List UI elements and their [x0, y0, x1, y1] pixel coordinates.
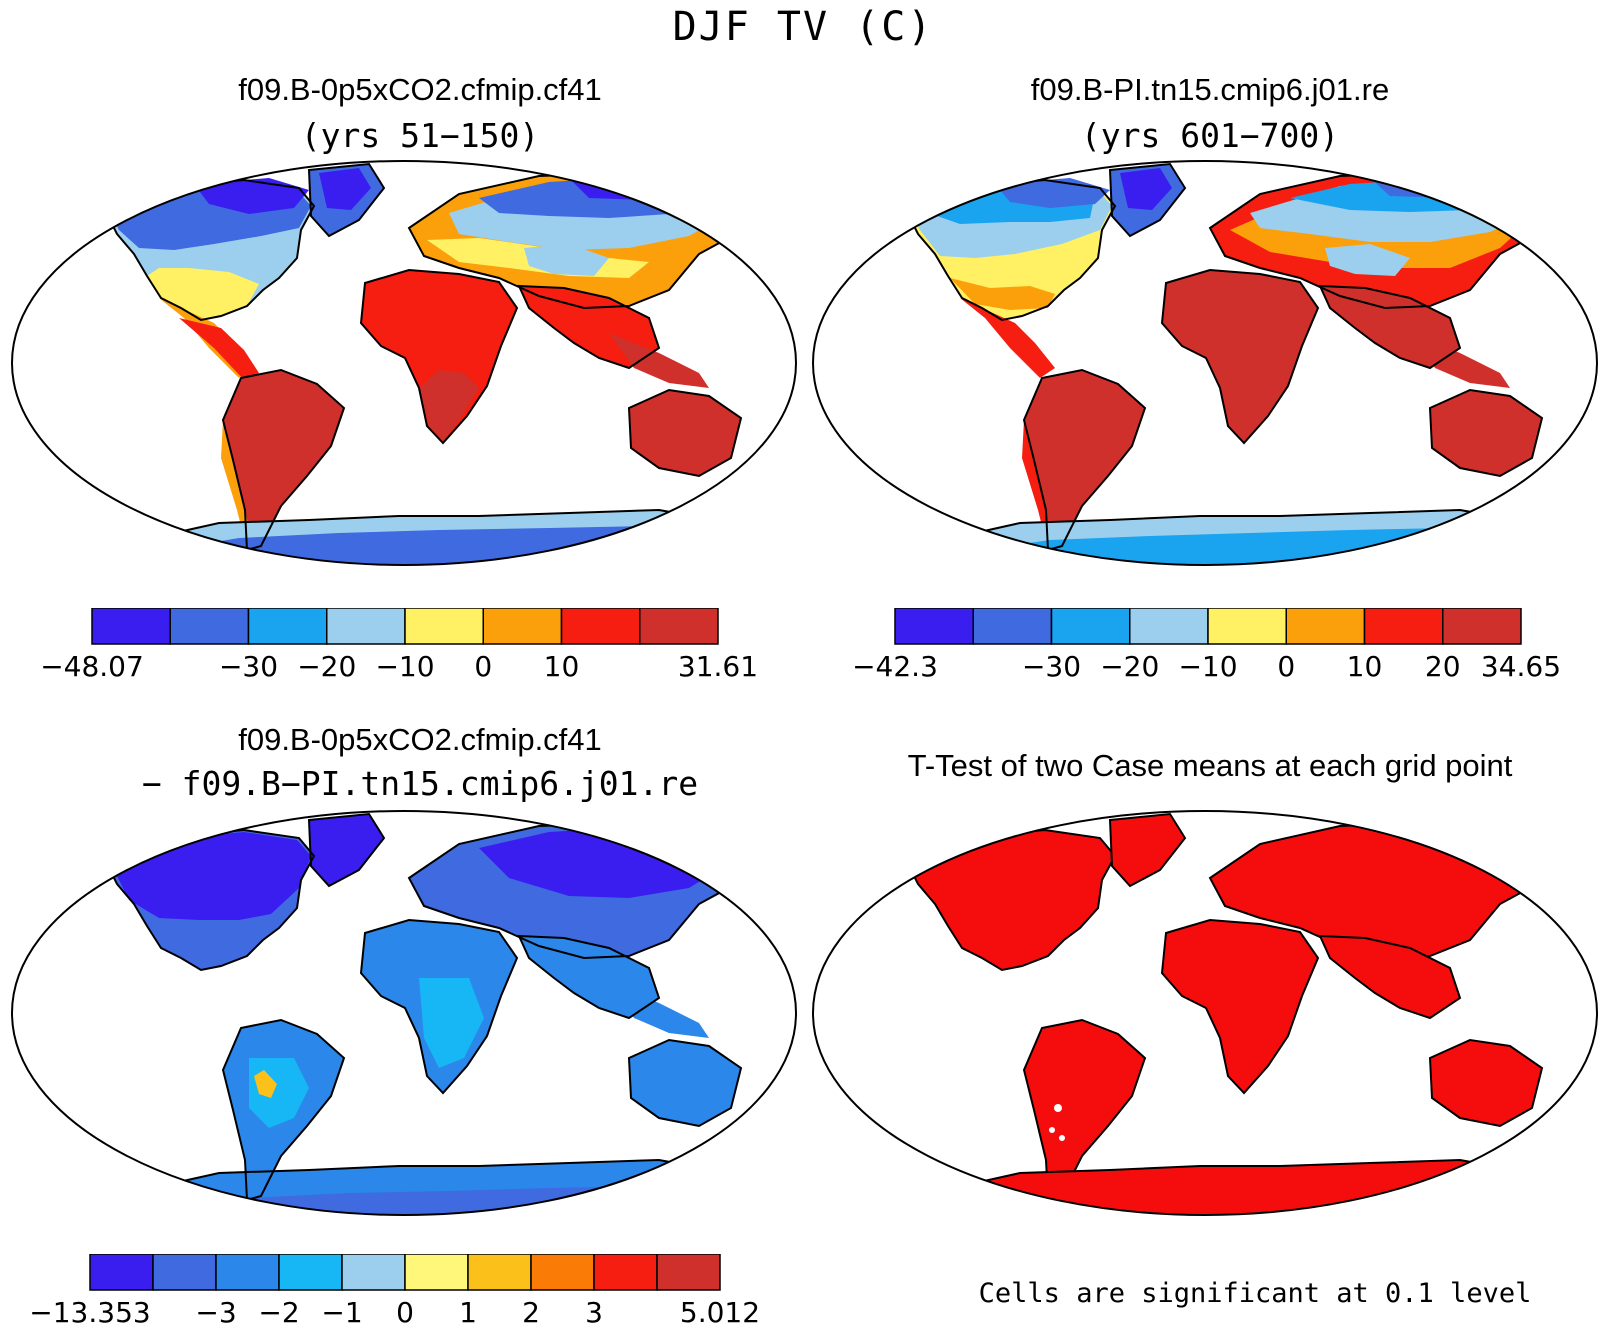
- panel-2-colorbar-swatch: [972, 608, 1053, 645]
- panel-1-subtitle: (yrs 51−150): [300, 116, 540, 155]
- panel-2-colorbar-swatch: [1050, 608, 1131, 645]
- panel-3-colorbar-tick-label: 5.012: [680, 1296, 760, 1327]
- panel-1-colorbar-tick-label: 31.61: [678, 650, 758, 683]
- panel-3-colorbar-swatch: [593, 1254, 658, 1291]
- panel-4-title: T-Test of two Case means at each grid po…: [907, 748, 1513, 783]
- panel-3-map: [11, 810, 797, 1216]
- panel-3-colorbar-swatch: [278, 1254, 343, 1291]
- panel-1-colorbar-tick-label: −48.07: [40, 650, 144, 683]
- panel-2-colorbar-tick-label: −20: [1100, 650, 1159, 683]
- panel-3-colorbar-swatch: [341, 1254, 406, 1291]
- panel-2-colorbar-tick-label: 34.65: [1481, 650, 1561, 683]
- panel-2-colorbar-tick-label: −30: [1022, 650, 1081, 683]
- panel-2-colorbar-swatch: [1207, 608, 1287, 645]
- panel-2-colorbar-tick-label: −42.3: [852, 650, 938, 683]
- panel-2-colorbar-tick-label: 20: [1425, 650, 1461, 683]
- panel-1-colorbar-swatch: [639, 608, 719, 645]
- panel-1-map: [11, 160, 797, 566]
- panel-3-colorbar-tick-label: −2: [258, 1296, 299, 1327]
- panel-1-colorbar-tick-label: 10: [544, 650, 580, 683]
- panel-1-colorbar-tick-label: −20: [297, 650, 356, 683]
- panel-1-colorbar-swatch: [560, 608, 641, 645]
- panel-3-colorbar: −13.353 −3 −2 −1 0 1 2 3 5.012: [29, 1254, 760, 1327]
- panel-3-colorbar-swatch: [467, 1254, 532, 1291]
- panel-3-title: f09.B-0p5xCO2.cfmip.cf41: [238, 722, 602, 757]
- panel-2-colorbar: −42.3 −30 −20 −10 0 10 20 34.65: [852, 608, 1561, 683]
- panel-2-colorbar-tick-label: 10: [1347, 650, 1383, 683]
- panel-2-map: [812, 160, 1598, 566]
- panel-3-colorbar-swatch: [656, 1254, 721, 1291]
- panel-1-title: f09.B-0p5xCO2.cfmip.cf41: [238, 72, 602, 107]
- panel-1-colorbar-tick-label: 0: [474, 650, 492, 683]
- panel-1-colorbar-tick-label: −10: [375, 650, 434, 683]
- panel-1-colorbar-swatch: [91, 608, 171, 645]
- panel-3-colorbar-swatch: [89, 1254, 154, 1291]
- panel-3-colorbar-tick-label: 3: [585, 1296, 603, 1327]
- panel-3-colorbar-tick-label: 1: [459, 1296, 477, 1327]
- significance-footnote: Cells are significant at 0.1 level: [978, 1278, 1532, 1309]
- panel-2-title: f09.B-PI.tn15.cmip6.j01.re: [1030, 72, 1390, 107]
- panel-3-colorbar-tick-label: −13.353: [29, 1296, 150, 1327]
- panel-1-colorbar-swatch: [404, 608, 484, 645]
- panel-1-colorbar-swatch: [482, 608, 563, 645]
- panel-3-colorbar-swatch: [404, 1254, 469, 1291]
- panel-1-colorbar-tick-label: −30: [219, 650, 278, 683]
- panel-2-colorbar-swatch: [1363, 608, 1444, 645]
- panel-2-colorbar-swatch: [1442, 608, 1522, 645]
- panel-3-colorbar-tick-label: −1: [321, 1296, 362, 1327]
- panel-4-map: [812, 810, 1598, 1216]
- panel-3-colorbar-swatch: [152, 1254, 217, 1291]
- panel-1-colorbar-swatch: [247, 608, 328, 645]
- panel-2-colorbar-swatch: [1285, 608, 1366, 645]
- panel-3-colorbar-swatch: [530, 1254, 595, 1291]
- panel-2-colorbar-swatch: [894, 608, 974, 645]
- panel-2-colorbar-tick-label: 0: [1277, 650, 1295, 683]
- panel-1-colorbar-swatch: [326, 608, 406, 645]
- panel-1-colorbar-swatch: [169, 608, 250, 645]
- panel-3-colorbar-tick-label: 2: [522, 1296, 540, 1327]
- panel-3-colorbar-tick-label: −3: [195, 1296, 236, 1327]
- panel-2-subtitle: (yrs 601−700): [1080, 116, 1340, 155]
- panel-3-subtitle: − f09.B−PI.tn15.cmip6.j01.re: [141, 764, 699, 803]
- panel-1-colorbar: −48.07 −30 −20 −10 0 10 31.61: [40, 608, 758, 683]
- figure-title: DJF TV (C): [672, 4, 934, 50]
- panel-3-colorbar-tick-label: 0: [396, 1296, 414, 1327]
- panel-3-colorbar-swatch: [215, 1254, 280, 1291]
- panel-2-colorbar-swatch: [1129, 608, 1209, 645]
- panel-2-colorbar-tick-label: −10: [1178, 650, 1237, 683]
